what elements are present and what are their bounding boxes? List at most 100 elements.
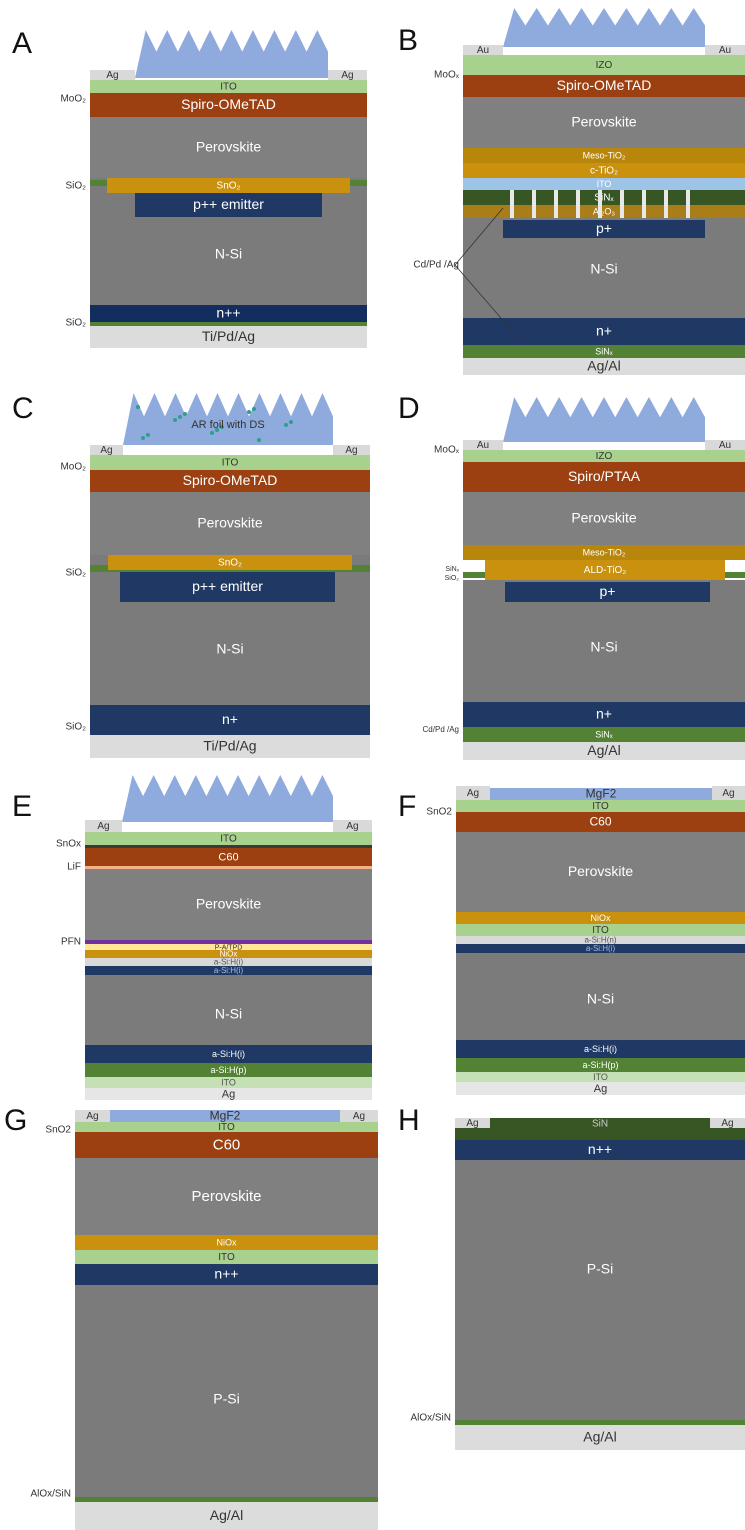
layer-label: SiNₓ bbox=[594, 193, 614, 204]
layer-label: Perovskite bbox=[568, 863, 634, 879]
layer-label: MgF2 bbox=[210, 1109, 241, 1123]
side-label: AlOx/SiN bbox=[410, 1413, 451, 1424]
side-label: AlOx/SiN bbox=[30, 1489, 71, 1500]
contact-pillar bbox=[664, 190, 668, 218]
side-label: MoOₓ bbox=[434, 70, 460, 81]
layer-label: C60 bbox=[218, 851, 238, 863]
layer-label: Ag bbox=[341, 70, 353, 81]
layer-label: Ag/Al bbox=[587, 358, 620, 374]
layer-label: Ag bbox=[353, 1111, 365, 1122]
side-label: MoO₂ bbox=[60, 462, 86, 473]
panel-letter: C bbox=[12, 392, 34, 425]
layer-label: ITO bbox=[593, 1072, 608, 1082]
layer-label: ITO bbox=[597, 179, 612, 189]
layer-label: Perovskite bbox=[196, 896, 262, 912]
contact-pillar bbox=[686, 190, 690, 218]
contact-pillar bbox=[642, 190, 646, 218]
layer-label: a-Si:H(p) bbox=[582, 1060, 618, 1070]
side-label: SiO₂ bbox=[65, 318, 86, 329]
layer-label: Ag bbox=[100, 445, 112, 456]
layer-label: Ag/Al bbox=[587, 742, 620, 758]
layer-label: NiOx bbox=[591, 913, 611, 923]
layer-label: Ag bbox=[86, 1111, 98, 1122]
ar-texture bbox=[503, 397, 705, 442]
layer-label: SnO₂ bbox=[217, 181, 241, 192]
layer-label: a-Si:H(i) bbox=[214, 966, 244, 975]
layer-label: n++ bbox=[216, 305, 240, 321]
layer-label: ITO bbox=[592, 801, 609, 812]
contact-pillar bbox=[576, 190, 580, 218]
layer-label: Ag bbox=[722, 788, 734, 799]
side-label: SiO₂ bbox=[65, 568, 86, 579]
panel-letter: H bbox=[398, 1104, 420, 1137]
layer-label: N-Si bbox=[590, 639, 617, 655]
layer-label: n++ bbox=[214, 1266, 238, 1282]
dye-dot bbox=[173, 418, 177, 422]
figure: AN-SiPerovskiteSpiro-OMeTADITOAgAgSnO₂p+… bbox=[0, 0, 745, 1530]
layer-label: ITO bbox=[218, 1252, 235, 1263]
layer-label: Ag bbox=[222, 1088, 235, 1100]
layer-label: Al₂O₃ bbox=[593, 206, 615, 216]
panel-letter: E bbox=[12, 790, 32, 823]
side-label: LiF bbox=[67, 862, 81, 873]
layer-label: Meso-TiO₂ bbox=[583, 150, 626, 160]
layer-label: Perovskite bbox=[191, 1188, 261, 1205]
dye-dot bbox=[247, 410, 251, 414]
layer-label: n+ bbox=[596, 706, 612, 722]
dye-dot bbox=[146, 433, 150, 437]
panel-letter: F bbox=[398, 790, 416, 823]
layer-label: ITO bbox=[221, 1077, 236, 1087]
layer-label: n+ bbox=[596, 323, 612, 339]
layer-label: Perovskite bbox=[197, 515, 263, 531]
layer-label: ITO bbox=[218, 1122, 235, 1133]
layer-label: ITO bbox=[222, 458, 239, 469]
layer-label: ALD-TiO₂ bbox=[584, 565, 627, 576]
dye-dot bbox=[141, 436, 145, 440]
dye-dot bbox=[289, 420, 293, 424]
dye-dot bbox=[178, 415, 182, 419]
layer-label: N-Si bbox=[587, 991, 614, 1007]
layer-label: a-Si:H(i) bbox=[584, 1044, 617, 1054]
layer-label: P-Si bbox=[213, 1391, 239, 1407]
layer-label: p+ bbox=[600, 583, 616, 599]
layer-label: p++ emitter bbox=[192, 578, 263, 594]
layer-label: ITO bbox=[592, 925, 609, 936]
layer-label: Ag bbox=[721, 1118, 733, 1129]
layer-label: Spiro-OMeTAD bbox=[181, 96, 276, 112]
side-label: SiO₂ bbox=[445, 575, 460, 582]
ar-texture bbox=[135, 30, 328, 78]
side-label: Cd/Pd /Ag bbox=[423, 725, 459, 734]
side-label: Cd/Pd /Ag bbox=[413, 260, 459, 271]
layer-label: Ag bbox=[106, 70, 118, 81]
layer-label: Ag bbox=[345, 445, 357, 456]
contact-pillar bbox=[598, 190, 602, 218]
layer bbox=[455, 1420, 745, 1425]
layer-label: Ag bbox=[466, 1118, 478, 1129]
layer-label: AR foil with DS bbox=[191, 419, 264, 431]
layer bbox=[75, 1497, 378, 1502]
layer-label: SnO₂ bbox=[218, 558, 242, 569]
layer-label: Ti/Pd/Ag bbox=[203, 738, 256, 754]
layer bbox=[90, 322, 367, 326]
ar-texture bbox=[122, 775, 333, 822]
layer-label: Au bbox=[719, 45, 731, 56]
layer-label: Au bbox=[719, 440, 731, 451]
layer-label: SiNₓ bbox=[595, 729, 613, 739]
layer-label: Ag bbox=[594, 1083, 607, 1095]
layer-label: N-Si bbox=[590, 261, 617, 277]
dye-dot bbox=[210, 431, 214, 435]
layer-label: Spiro/PTAA bbox=[568, 468, 641, 484]
dye-dot bbox=[136, 405, 140, 409]
layer bbox=[85, 866, 372, 869]
panel-letter: G bbox=[4, 1104, 27, 1137]
layer-label: N-Si bbox=[215, 246, 242, 262]
layer-label: ITO bbox=[220, 834, 237, 845]
layer-label: a-Si:H(i) bbox=[212, 1049, 245, 1059]
side-label: MoO₂ bbox=[60, 94, 86, 105]
panel-letter: B bbox=[398, 24, 418, 57]
layer-label: SiN bbox=[592, 1119, 608, 1130]
layer-label: Perovskite bbox=[571, 510, 637, 526]
layer-label: P-Si bbox=[587, 1261, 613, 1277]
layer-label: N-Si bbox=[216, 641, 243, 657]
layer-label: Perovskite bbox=[571, 114, 637, 130]
